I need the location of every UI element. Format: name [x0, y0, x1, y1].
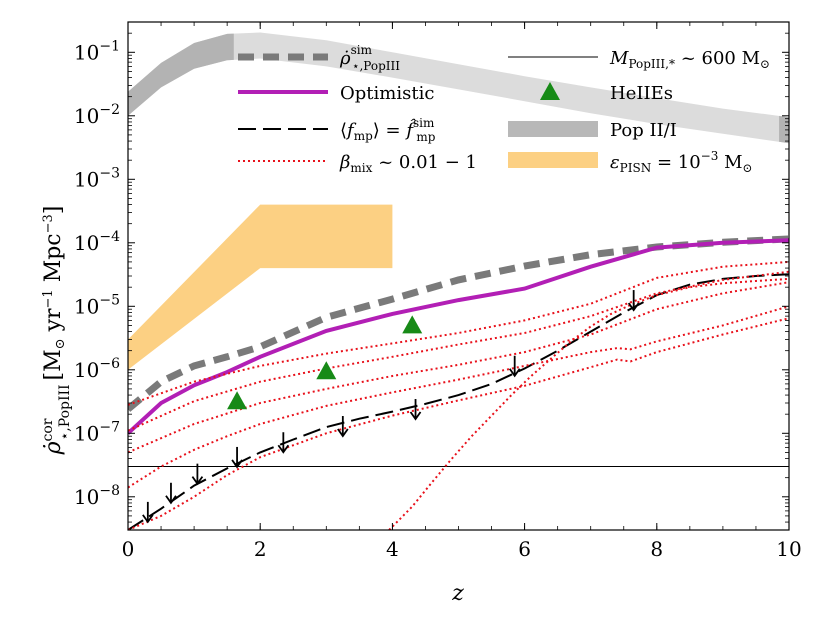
- x-tick-label: 0: [122, 537, 135, 561]
- heiies-marker: [402, 315, 423, 334]
- x-tick-label: 8: [650, 537, 663, 561]
- series-beta1: [128, 260, 789, 406]
- series-beta5: [128, 317, 789, 530]
- x-tick-label: 10: [776, 537, 801, 561]
- series-beta4: [128, 305, 789, 489]
- upper-limit-arrow: [191, 463, 204, 486]
- upper-limit-arrow: [142, 501, 154, 524]
- series-beta2: [128, 270, 789, 432]
- upper-limit-arrow: [165, 482, 177, 505]
- pisn-band: [128, 204, 393, 370]
- upper-limit-arrow: [337, 416, 349, 438]
- legend-fmp-label: ⟨fmp⟩ = f̂sim mp: [340, 116, 436, 144]
- legend-heiies-label: HeIIEs: [610, 83, 673, 104]
- heiies-marker: [316, 361, 337, 380]
- y-axis-label: ρ̇cor⋆,PopIII[M⊙ yr−1 Mpc−3]: [40, 206, 73, 456]
- legend-heiies-marker: [540, 82, 560, 100]
- upper-limit-arrow: [409, 399, 422, 421]
- markers-layer: [142, 290, 640, 524]
- upper-limit-arrow: [231, 446, 243, 469]
- svg-text:ρ̇cor⋆,PopIII[M⊙ yr−1 Mpc−3]: ρ̇cor⋆,PopIII[M⊙ yr−1 Mpc−3]: [40, 206, 73, 456]
- bands-layer: [128, 32, 789, 370]
- x-tick-label: 4: [386, 537, 399, 561]
- y-tick-label: 10−6: [74, 356, 120, 382]
- y-tick-label: 10−1: [74, 38, 120, 64]
- y-tick-label: 10−3: [74, 165, 120, 191]
- upper-limit-arrow: [627, 290, 640, 312]
- series-fmp: [128, 273, 789, 530]
- upper-limit-arrow: [508, 355, 521, 378]
- legend-mpop-label: MPopIII,* ~ 600 M⊙: [609, 48, 770, 71]
- y-tick-label: 10−4: [74, 229, 120, 255]
- ticks-layer: 0 2 4 6 8 10 10−1 10−2 10−3 10−4 10−5 10−6 10−7 10−8: [74, 22, 802, 561]
- y-tick-label: 10−7: [74, 419, 120, 445]
- legend-pisn-label: εPISN = 10−3 M⊙: [610, 149, 753, 175]
- legend-pop2-label: Pop II/I: [610, 120, 677, 141]
- legend-beta-label: βmix ~ 0.01 − 1: [339, 152, 477, 175]
- legend: ρ̇sim ⋆,PopIII Optimistic ⟨fmp⟩ = f̂sim mp βm…: [238, 43, 770, 175]
- series-optimistic: [128, 238, 789, 435]
- pop2-band-dark: [779, 115, 789, 144]
- heiies-marker: [227, 391, 248, 410]
- legend-optimistic-label: Optimistic: [340, 83, 434, 104]
- legend-pisn-swatch: [508, 152, 598, 168]
- legend-sim-label: ρ̇sim ⋆,PopIII: [339, 43, 400, 73]
- legend-pop2-swatch: [508, 121, 598, 137]
- x-tick-label: 6: [518, 537, 531, 561]
- lines-layer: [128, 235, 789, 530]
- y-tick-label: 10−5: [74, 292, 120, 318]
- x-axis-label: z: [451, 581, 464, 606]
- series-beta3: [128, 281, 789, 454]
- y-tick-label: 10−8: [74, 483, 120, 509]
- series-beta6: [388, 277, 789, 530]
- pop2-band-dark: [128, 33, 234, 116]
- x-tick-label: 2: [254, 537, 267, 561]
- upper-limit-arrow: [277, 432, 290, 454]
- y-tick-label: 10−2: [74, 102, 120, 128]
